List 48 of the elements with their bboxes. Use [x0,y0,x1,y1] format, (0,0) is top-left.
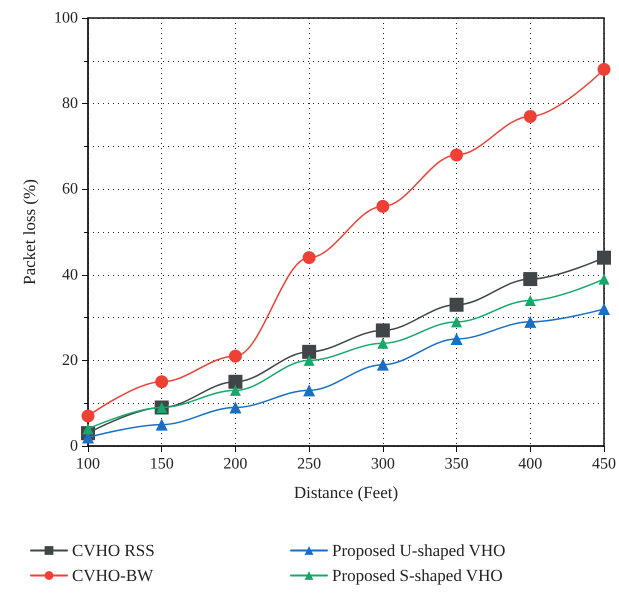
x-tick-label: 200 [223,456,248,472]
y-tick-label: 60 [62,180,78,198]
point [377,338,388,349]
point [598,274,610,285]
y-tick-label: 100 [54,10,78,26]
point [524,316,536,328]
point [376,323,390,338]
point [598,303,610,316]
point [523,272,538,286]
y-tick-label: 0 [70,438,78,454]
x-tick-label: 150 [150,456,174,472]
point [524,294,536,306]
point [597,250,611,265]
x-tick-label: 250 [297,456,322,472]
point [376,358,389,371]
point [228,350,242,363]
point [450,333,463,345]
point [524,110,537,123]
x-tick-label: 100 [76,456,100,472]
point [450,298,464,312]
x-tick-label: 350 [444,456,469,472]
legend-label: CVHO-BW [72,566,154,585]
y-tick-label: 20 [62,352,78,369]
point [229,401,242,414]
point [228,374,242,389]
point [304,354,315,366]
point [82,423,94,434]
y-tick-label: 80 [62,95,78,112]
point [155,375,168,388]
x-tick-label: 450 [592,456,616,472]
x-axis-title: Distance (Feet) [294,483,398,502]
point [450,148,464,162]
x-tick-label: 300 [370,456,395,472]
point [302,344,316,359]
point [302,251,316,264]
point [598,62,610,76]
point [230,384,241,396]
y-axis-title: Packet loss (%) [20,179,39,285]
point [156,418,168,431]
point [451,316,462,328]
legend-label: Proposed S-shaped VHO [332,566,503,585]
point [303,384,316,396]
x-tick-label: 400 [518,456,542,472]
point [376,200,390,213]
y-tick-label: 40 [62,266,78,284]
point [82,410,94,423]
legend-label: Proposed U-shaped VHO [332,541,506,560]
legend-label: CVHO RSS [72,541,155,560]
